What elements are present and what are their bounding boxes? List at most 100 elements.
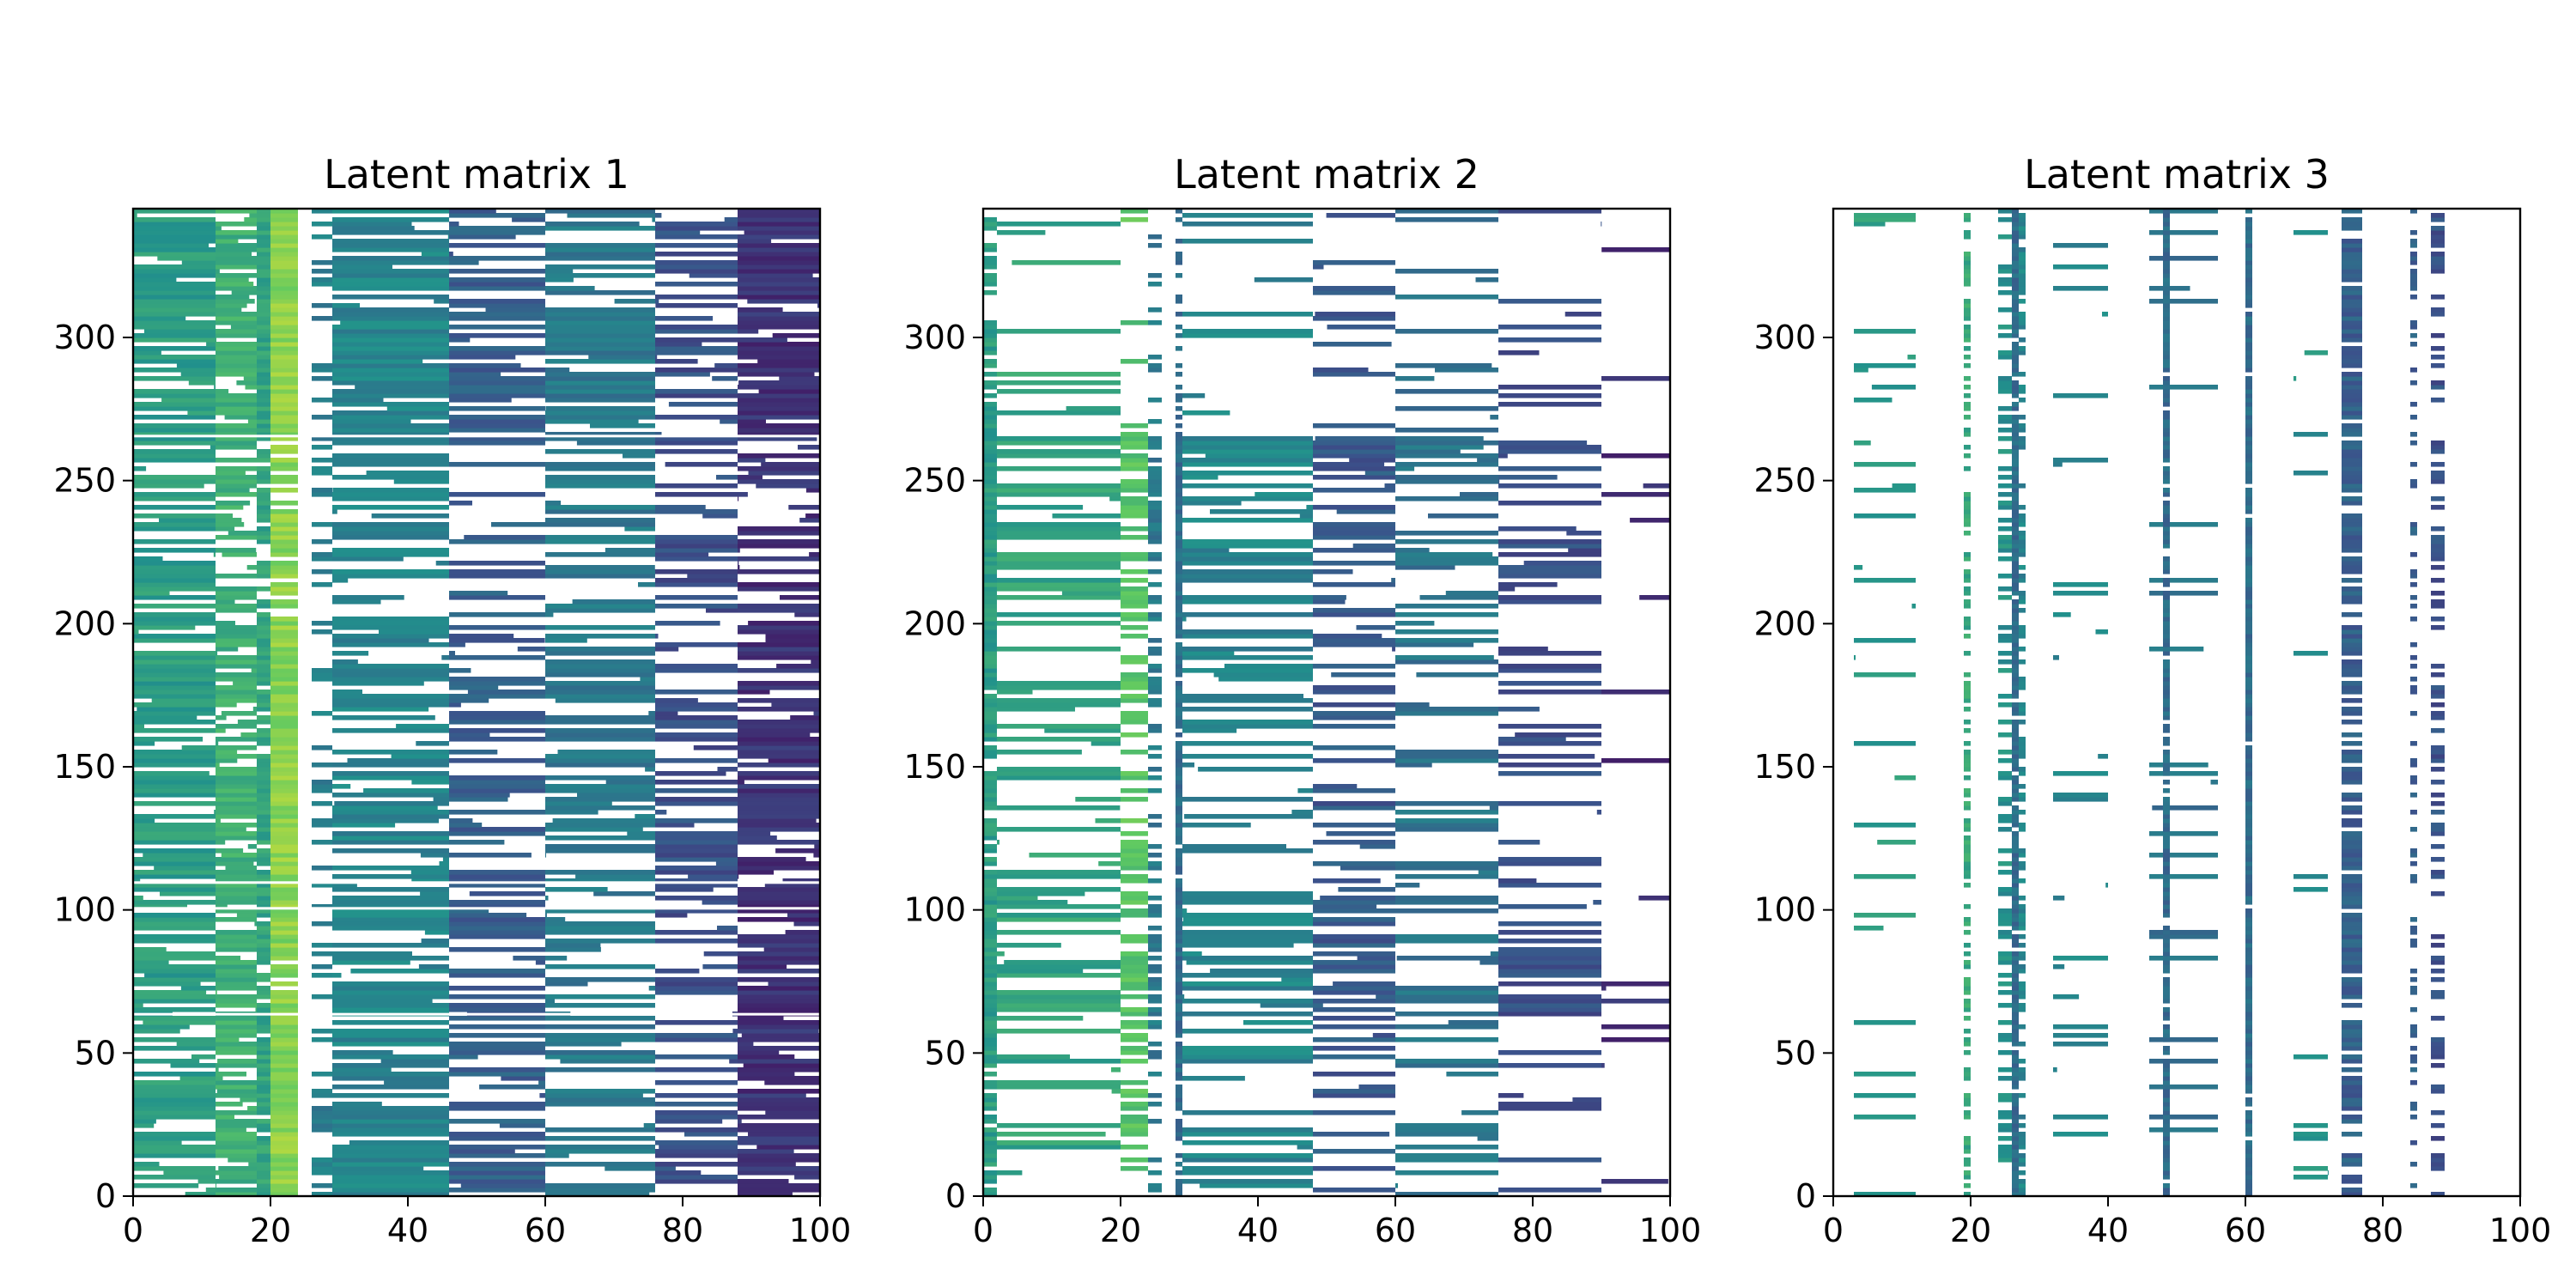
heatmap-cell — [997, 951, 1005, 957]
heatmap-cell — [983, 720, 997, 725]
heatmap-cell — [997, 466, 1121, 471]
heatmap-cell — [270, 831, 298, 836]
heatmap-cell — [1176, 406, 1182, 411]
heatmap-cell — [997, 681, 1121, 686]
heatmap-cell — [216, 1072, 246, 1077]
heatmap-cell — [2431, 1166, 2445, 1171]
heatmap-cell — [1854, 329, 1916, 334]
x-tick-label: 60 — [1375, 1212, 1416, 1249]
heatmap-cell — [2053, 264, 2108, 270]
heatmap-cell — [2431, 252, 2445, 257]
heatmap-cell — [655, 539, 738, 544]
heatmap-cell — [133, 737, 204, 742]
heatmap-cell — [312, 363, 332, 368]
heatmap-cell — [1998, 1115, 2012, 1120]
heatmap-cell — [1998, 526, 2012, 532]
heatmap-cell — [1176, 526, 1182, 532]
heatmap-cell — [1121, 634, 1148, 639]
heatmap-cell — [2410, 531, 2417, 536]
heatmap-cell — [257, 501, 270, 506]
heatmap-cell — [2245, 222, 2252, 227]
heatmap-cell — [2012, 436, 2019, 441]
heatmap-cell — [756, 483, 820, 489]
heatmap-cell — [738, 651, 820, 656]
heatmap-cell — [133, 1059, 200, 1064]
heatmap-cell — [133, 926, 216, 931]
heatmap-cell — [2019, 1003, 2026, 1008]
heatmap-cell — [1176, 565, 1182, 570]
heatmap-cell — [2342, 1080, 2362, 1085]
heatmap-cell — [545, 312, 655, 317]
heatmap-cell — [983, 956, 997, 961]
heatmap-cell — [133, 857, 216, 862]
heatmap-cell — [2342, 797, 2362, 802]
heatmap-cell — [1964, 269, 1971, 274]
heatmap-cell — [467, 690, 545, 695]
heatmap-cell — [1176, 848, 1182, 854]
heatmap-cell — [270, 1188, 298, 1193]
heatmap-cell — [270, 217, 298, 222]
heatmap-cell — [1121, 1089, 1148, 1094]
heatmap-cell — [1964, 432, 1971, 437]
heatmap-cell — [2410, 827, 2417, 832]
heatmap-cell — [1176, 960, 1182, 965]
heatmap-cell — [2163, 385, 2170, 390]
heatmap-cell — [2245, 1076, 2252, 1081]
heatmap-cell — [545, 342, 655, 347]
heatmap-cell — [133, 1084, 216, 1090]
heatmap-cell — [2019, 681, 2026, 686]
heatmap-cell — [270, 372, 298, 377]
heatmap-cell — [2163, 342, 2170, 347]
heatmap-cell — [332, 1054, 449, 1060]
heatmap-cell — [133, 522, 216, 527]
heatmap-cell — [133, 423, 216, 428]
heatmap-cell — [216, 1102, 243, 1107]
heatmap-cell — [270, 307, 298, 313]
heatmap-cell — [1523, 561, 1601, 566]
heatmap-cell — [1395, 823, 1498, 828]
heatmap-cell — [1148, 698, 1162, 703]
heatmap-cell — [655, 582, 738, 587]
heatmap-cell — [545, 574, 655, 579]
heatmap-cell — [555, 698, 655, 703]
heatmap-cell — [332, 904, 449, 909]
heatmap-cell — [1176, 793, 1182, 798]
heatmap-cell — [655, 1127, 738, 1133]
heatmap-cell — [332, 1020, 449, 1025]
heatmap-cell — [2245, 586, 2252, 592]
heatmap-cell — [655, 440, 738, 446]
heatmap-cell — [2342, 887, 2362, 892]
heatmap-cell — [216, 252, 252, 257]
heatmap-cell — [449, 1072, 545, 1077]
heatmap-cell — [2245, 840, 2252, 845]
heatmap-cell — [332, 303, 360, 308]
heatmap-cell — [2019, 1157, 2026, 1163]
heatmap-cell — [257, 599, 270, 605]
heatmap-cell — [545, 505, 655, 510]
heatmap-cell — [576, 440, 655, 446]
heatmap-cell — [2410, 853, 2417, 858]
heatmap-cell — [133, 303, 216, 308]
heatmap-cell — [332, 389, 449, 394]
heatmap-cell — [1601, 986, 1607, 991]
heatmap-cell — [1176, 1020, 1182, 1025]
heatmap-cell — [1121, 750, 1148, 755]
heatmap-cell — [1148, 647, 1162, 652]
heatmap-cell — [738, 466, 820, 471]
heatmap-cell — [2342, 1067, 2362, 1072]
heatmap-cell — [1964, 217, 1971, 222]
heatmap-cell — [216, 458, 257, 463]
heatmap-cell — [1121, 698, 1148, 703]
heatmap-cell — [1998, 1003, 2012, 1008]
heatmap-cell — [2149, 647, 2204, 652]
heatmap-cell — [738, 282, 820, 287]
heatmap-cell — [545, 1188, 655, 1193]
heatmap-cell — [2245, 1037, 2252, 1042]
heatmap-cell — [257, 535, 270, 540]
heatmap-cell — [2245, 960, 2252, 965]
heatmap-cell — [2245, 1072, 2252, 1077]
heatmap-cell — [2342, 260, 2362, 265]
heatmap-cell — [1395, 642, 1474, 647]
heatmap-cell — [2245, 720, 2252, 725]
heatmap-cell — [1313, 1046, 1395, 1051]
